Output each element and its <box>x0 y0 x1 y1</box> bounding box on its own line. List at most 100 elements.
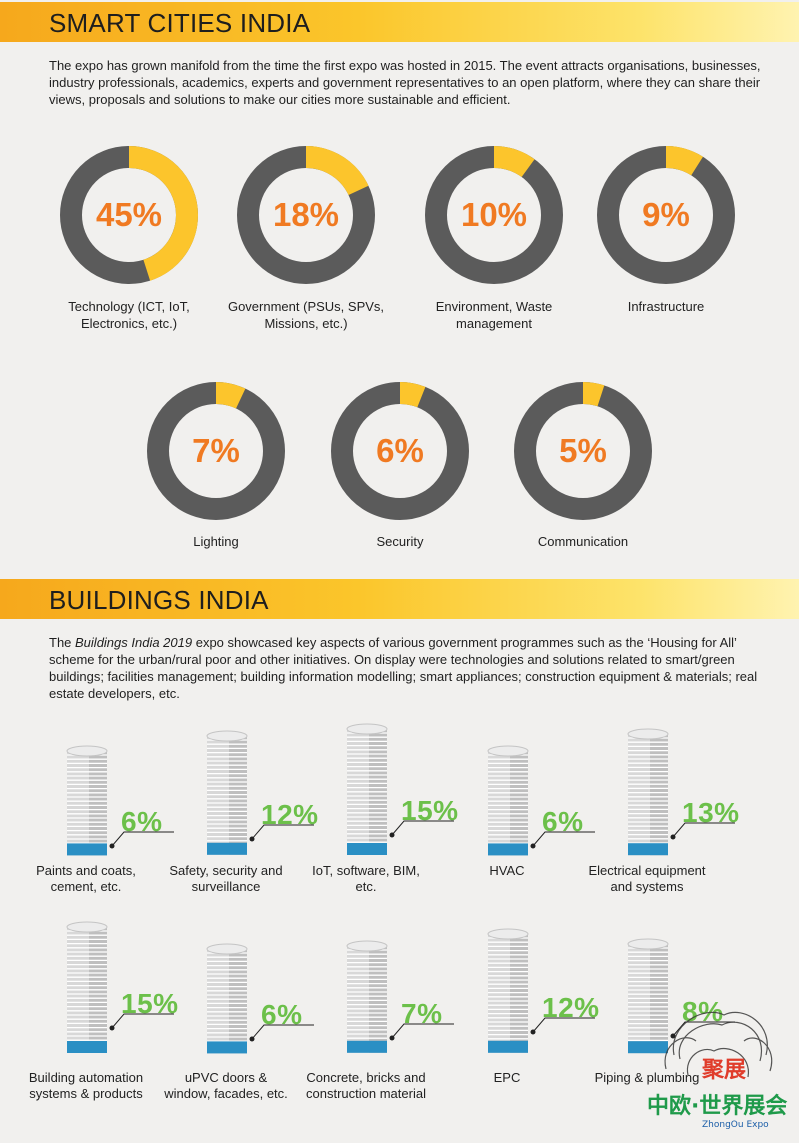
building-icon <box>206 943 248 1053</box>
building-side <box>89 750 107 855</box>
leader-dot <box>249 1036 255 1042</box>
leader-line <box>530 831 595 849</box>
donut-segment <box>425 146 563 284</box>
donut-svg <box>60 146 198 284</box>
building-label: EPC <box>493 1070 521 1085</box>
building-icon <box>346 940 388 1053</box>
building-label: IoT, software, BIM, etc. <box>312 863 420 894</box>
building-label: Electrical equipment and systems <box>588 863 706 894</box>
building-icon <box>346 723 388 855</box>
donut-chart: 45% <box>59 145 199 285</box>
watermark-brand-en: ZhongOu Expo <box>702 1120 769 1130</box>
leader-path <box>251 1024 314 1040</box>
donut-label: Communication <box>537 534 629 549</box>
leader-line <box>670 822 735 840</box>
watermark-cn-text: 聚展 <box>701 1058 746 1083</box>
building-base <box>207 1040 247 1053</box>
zhongou-expo-watermark: 聚展 中欧·世界展会 ZhongOu Expo <box>644 985 794 1135</box>
building-icon <box>627 938 669 1053</box>
building-base <box>67 1041 107 1053</box>
building-base <box>628 842 668 855</box>
building-roof <box>206 943 248 955</box>
leader-dot <box>670 834 676 840</box>
building-label: Concrete, bricks and construction materi… <box>306 1070 426 1101</box>
donut-percentage: 10% <box>460 196 528 233</box>
leader-path <box>111 1013 174 1029</box>
building-side <box>510 750 528 855</box>
donut-percentage: 6% <box>376 432 424 469</box>
leader-line <box>109 1013 174 1031</box>
building-base <box>207 842 247 855</box>
watermark-logo-icon: 聚展 中欧·世界展会 ZhongOu Expo <box>647 1011 787 1130</box>
donut-chart: 18% <box>236 145 376 285</box>
donut-label: Government (PSUs, SPVs, Missions, etc.) <box>227 299 385 331</box>
buildings-intro-post: expo showcased key aspects of various go… <box>49 635 758 701</box>
donut-segment <box>60 146 198 284</box>
leader-line <box>249 1024 314 1042</box>
donut-percentage: 5% <box>559 432 607 469</box>
building-roof <box>66 921 108 933</box>
leader-dot <box>109 843 115 849</box>
donut-segment <box>147 382 285 520</box>
building-icon <box>487 745 529 855</box>
leader-path <box>391 820 454 836</box>
donut-percentage: 45% <box>95 196 163 233</box>
building-roof <box>206 730 248 742</box>
leader-line <box>249 824 314 842</box>
donut-svg <box>237 146 375 284</box>
leader-line <box>670 1021 735 1039</box>
leader-path <box>532 831 595 847</box>
building-icon <box>627 728 669 855</box>
buildings-intro-event-name: Buildings India 2019 <box>75 635 193 650</box>
leader-dot <box>530 843 536 849</box>
building-side <box>229 948 247 1053</box>
smart-cities-title: SMART CITIES INDIA <box>49 8 311 38</box>
donut-chart: 9% <box>596 145 736 285</box>
leader-line <box>389 820 454 838</box>
donut-svg <box>425 146 563 284</box>
leader-dot <box>109 1025 115 1031</box>
leader-path <box>532 1017 595 1032</box>
donut-chart: 10% <box>424 145 564 285</box>
building-roof <box>627 728 669 740</box>
building-base <box>347 1040 387 1053</box>
building-roof <box>66 745 108 757</box>
building-base <box>488 1040 528 1053</box>
leader-path <box>391 1023 454 1038</box>
building-label: Piping & plumbing <box>594 1070 700 1085</box>
building-label: Safety, security and surveillance <box>169 863 283 894</box>
leader-path <box>672 822 735 838</box>
leader-line <box>109 831 174 849</box>
building-base <box>347 843 387 855</box>
donut-label: Infrastructure <box>627 299 705 314</box>
building-side <box>650 733 668 855</box>
donut-segment <box>331 382 469 520</box>
building-icon <box>66 921 108 1053</box>
leader-path <box>111 831 174 847</box>
donut-svg <box>331 382 469 520</box>
building-base <box>67 842 107 855</box>
donut-label: Lighting <box>193 534 239 549</box>
building-base <box>628 1040 668 1053</box>
donut-svg <box>597 146 735 284</box>
donut-percentage: 7% <box>192 432 240 469</box>
building-label: Paints and coats, cement, etc. <box>36 863 136 894</box>
donut-chart: 5% <box>513 381 653 521</box>
donut-label: Security <box>376 534 424 549</box>
leader-dot <box>670 1033 676 1039</box>
building-icon <box>206 730 248 855</box>
leader-line <box>389 1023 454 1041</box>
donut-segment <box>514 382 652 520</box>
smart-cities-intro: The expo has grown manifold from the tim… <box>49 58 761 107</box>
leader-path <box>672 1021 735 1037</box>
donut-percentage: 9% <box>642 196 690 233</box>
leader-dot <box>249 836 255 842</box>
building-base <box>488 842 528 855</box>
donut-chart: 6% <box>330 381 470 521</box>
smart-cities-banner: SMART CITIES INDIA <box>0 2 799 42</box>
building-icon <box>66 745 108 855</box>
building-icon <box>487 928 529 1053</box>
leader-dot <box>389 832 395 838</box>
donut-svg <box>514 382 652 520</box>
building-label: Building automation systems & products <box>28 1070 144 1101</box>
